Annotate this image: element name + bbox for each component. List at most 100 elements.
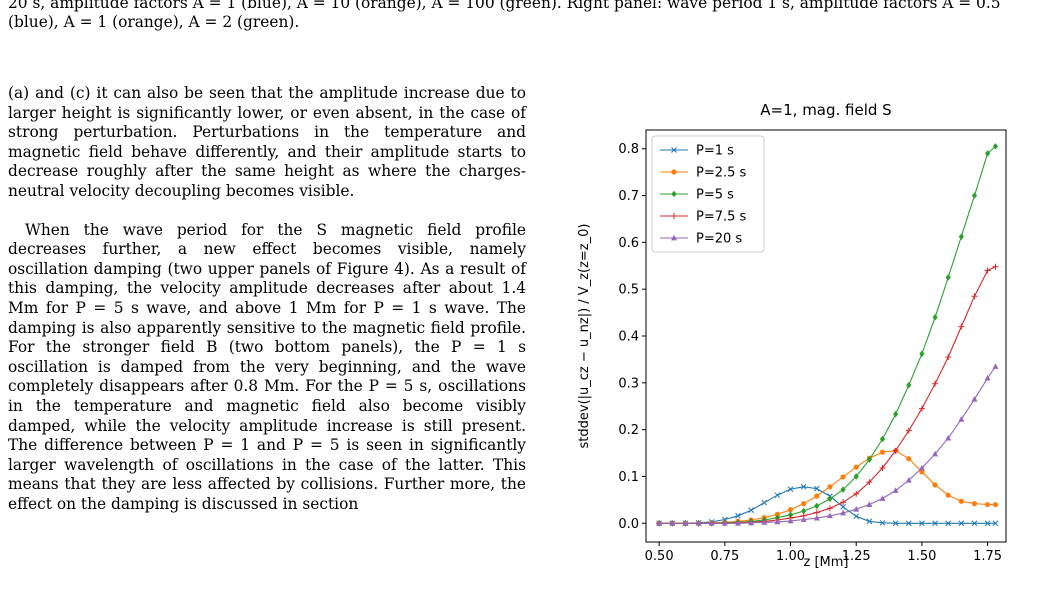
data-point [992, 143, 999, 150]
axes-frame [645, 129, 1007, 543]
legend-marker [671, 234, 677, 241]
data-point [774, 518, 781, 525]
legend-marker [671, 190, 677, 198]
data-point [840, 504, 846, 510]
data-point [866, 479, 873, 486]
data-point [853, 506, 860, 512]
data-point [827, 495, 833, 503]
data-point [734, 520, 741, 526]
data-point [984, 374, 991, 381]
data-point [853, 464, 859, 470]
series-p-1-s [656, 483, 999, 527]
data-point [814, 493, 820, 499]
data-point [748, 519, 755, 526]
data-point [813, 514, 820, 521]
data-point [945, 274, 951, 281]
x-tick-label: 0.50 [645, 549, 674, 564]
data-point [958, 520, 965, 527]
data-point [721, 520, 728, 526]
data-point [985, 501, 991, 508]
data-point [840, 486, 846, 493]
figure-chart: A=1, mag. field S stddev(|u_cz − u_nz|) … [577, 101, 1007, 570]
data-point [905, 520, 912, 527]
data-point [892, 520, 899, 527]
figure-caption: 20 s, amplitude factors A = 1 (blue), A … [8, 0, 1001, 31]
data-point [814, 502, 820, 510]
data-point [708, 520, 715, 526]
data-point [906, 381, 912, 389]
data-point [932, 520, 938, 527]
legend-label: P=7.5 s [696, 210, 747, 225]
legend-label: P=20 s [696, 232, 742, 247]
data-point [919, 350, 925, 358]
data-point [958, 233, 964, 241]
data-point [893, 410, 899, 418]
legend-label: P=2.5 s [696, 166, 747, 181]
legend-marker [671, 147, 677, 153]
data-point [682, 520, 689, 526]
data-point [971, 396, 978, 402]
data-point [800, 516, 807, 522]
data-point [656, 520, 663, 526]
data-point [905, 427, 912, 434]
data-point [932, 482, 938, 488]
data-point [813, 509, 820, 516]
data-point [906, 456, 912, 462]
chart-title: A=1, mag. field S [760, 101, 891, 119]
data-point [985, 150, 991, 157]
x-tick-label: 1.25 [842, 549, 871, 564]
data-point [919, 469, 925, 475]
data-point [840, 509, 847, 516]
data-point [945, 492, 951, 498]
data-point [879, 519, 886, 526]
data-point [774, 492, 781, 499]
legend-label: P=1 s [696, 144, 734, 159]
data-point [695, 520, 702, 526]
x-tick-label: 1.00 [776, 549, 805, 564]
data-point [840, 474, 846, 480]
data-point [761, 519, 768, 525]
plot-area [656, 143, 999, 527]
legend-label: P=5 s [696, 188, 734, 203]
x-tick-label: 1.75 [973, 549, 1002, 564]
data-point [892, 487, 899, 493]
y-tick-label: 0.8 [618, 142, 639, 157]
y-tick-label: 0.6 [618, 236, 639, 251]
data-point [761, 499, 768, 506]
data-point [992, 501, 999, 508]
data-point [801, 501, 807, 507]
legend: P=1 s P=2.5 s P=5 s P=7.5 s P=20 s [651, 135, 765, 253]
data-point [918, 405, 925, 412]
data-point [945, 520, 952, 527]
y-tick-label: 0.4 [618, 330, 639, 345]
data-point [748, 507, 754, 514]
series-line [659, 450, 996, 524]
y-tick-label: 0.1 [618, 470, 639, 485]
data-point [945, 434, 952, 441]
y-tick-label: 0.5 [618, 283, 639, 298]
x-axis-label: z [Mm] [804, 555, 849, 570]
data-point [958, 323, 965, 330]
y-tick-label: 0.7 [618, 189, 639, 204]
paragraph-2: When the wave period for the S magnetic … [8, 220, 526, 513]
data-point [945, 354, 952, 361]
data-point [971, 501, 978, 507]
data-point [984, 520, 991, 527]
data-point [735, 512, 741, 519]
data-point [971, 192, 978, 199]
data-point [992, 263, 999, 270]
series-line [659, 266, 996, 524]
x-tick-label: 1.50 [907, 549, 936, 564]
data-point [866, 518, 873, 525]
y-tick-label: 0.0 [618, 517, 639, 532]
data-point [827, 484, 833, 490]
data-point [801, 507, 807, 515]
data-point [958, 498, 964, 504]
y-tick-label: 0.3 [618, 376, 639, 391]
data-point [866, 501, 873, 507]
data-point [840, 499, 847, 506]
data-point [932, 380, 939, 387]
series-p-2-5-s [656, 448, 999, 526]
data-point [813, 485, 820, 492]
data-point [992, 363, 999, 369]
